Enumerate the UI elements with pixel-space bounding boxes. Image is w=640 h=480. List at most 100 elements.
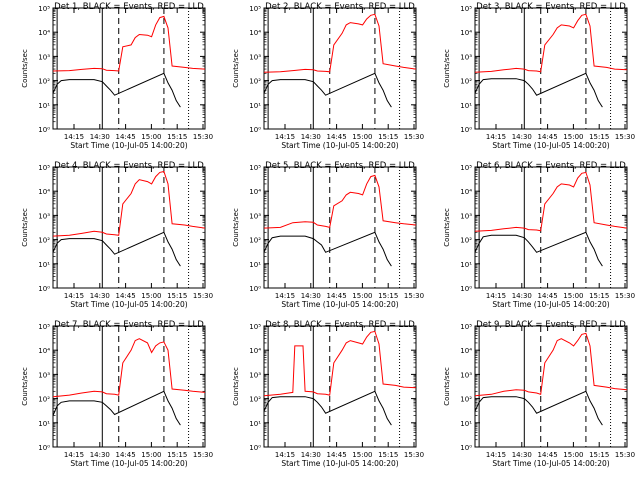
chart-title: Det 7, BLACK = Events, RED = LLD xyxy=(54,320,204,330)
chart-title: Det 1, BLACK = Events, RED = LLD xyxy=(54,2,204,12)
y-tick-label: 10² xyxy=(249,78,261,86)
y-tick-label: 10¹ xyxy=(249,420,261,428)
plot-frame xyxy=(474,7,628,130)
x-axis-label: Start Time (10-Jul-05 14:00:20) xyxy=(70,141,187,150)
x-tick-label: 15:30 xyxy=(404,292,424,300)
x-tick-label: 15:30 xyxy=(615,451,635,459)
lld-series-line xyxy=(474,332,628,397)
x-axis-label: Start Time (10-Jul-05 14:00:20) xyxy=(492,459,609,468)
y-tick-label: 10⁰ xyxy=(249,126,261,134)
y-tick-label: 10⁴ xyxy=(460,188,472,196)
lld-series-line xyxy=(474,171,628,232)
y-tick-label: 10¹ xyxy=(249,102,261,110)
y-tick-label: 10⁵ xyxy=(249,5,261,13)
x-tick-label: 15:00 xyxy=(563,292,583,300)
x-tick-label: 15:00 xyxy=(141,451,161,459)
x-tick-label: 14:45 xyxy=(116,292,136,300)
y-tick-label: 10³ xyxy=(38,212,50,220)
chart-panel-1: Det 1, BLACK = Events, RED = LLD 10⁰ 10¹ 10… xyxy=(21,2,213,150)
y-tick-label: 10³ xyxy=(38,53,50,61)
lld-series-line xyxy=(52,170,206,237)
chart-title: Det 2, BLACK = Events, RED = LLD xyxy=(265,2,415,12)
x-tick-label: 15:00 xyxy=(141,292,161,300)
x-axis-label: Start Time (10-Jul-05 14:00:20) xyxy=(281,459,398,468)
y-tick-label: 10² xyxy=(38,396,50,404)
y-tick-label: 10¹ xyxy=(38,420,50,428)
chart-panel-4: Det 4, BLACK = Events, RED = LLD 10⁰ 10¹ 10… xyxy=(21,161,213,309)
y-axis-label: Counts/sec xyxy=(21,49,29,88)
x-tick-label: 15:15 xyxy=(167,451,187,459)
y-axis-label: Counts/sec xyxy=(21,367,29,406)
y-tick-label: 10³ xyxy=(249,212,261,220)
x-tick-label: 14:15 xyxy=(275,133,295,141)
x-tick-label: 14:15 xyxy=(64,133,84,141)
y-axis-label: Counts/sec xyxy=(443,49,451,88)
events-series-line xyxy=(263,231,392,267)
events-series-line xyxy=(263,72,392,108)
events-series-line xyxy=(474,231,603,267)
x-tick-label: 14:30 xyxy=(90,451,110,459)
x-tick-label: 14:30 xyxy=(301,292,321,300)
y-tick-label: 10⁰ xyxy=(460,444,472,452)
x-tick-label: 14:15 xyxy=(64,292,84,300)
chart-panel-2: Det 2, BLACK = Events, RED = LLD 10⁰ 10¹ 10… xyxy=(232,2,424,150)
x-tick-label: 14:30 xyxy=(301,133,321,141)
lld-series-line xyxy=(474,13,628,73)
chart-title: Det 4, BLACK = Events, RED = LLD xyxy=(54,161,204,171)
lld-series-line xyxy=(263,174,417,229)
chart-title: Det 9, BLACK = Events, RED = LLD xyxy=(476,320,626,330)
y-tick-label: 10⁴ xyxy=(249,347,261,355)
x-axis-label: Start Time (10-Jul-05 14:00:20) xyxy=(492,141,609,150)
x-tick-label: 15:15 xyxy=(378,292,398,300)
lld-series-line xyxy=(263,330,417,397)
y-tick-label: 10⁵ xyxy=(460,323,472,331)
y-tick-label: 10⁴ xyxy=(38,188,50,196)
y-tick-label: 10⁴ xyxy=(460,29,472,37)
x-tick-label: 14:30 xyxy=(301,451,321,459)
y-tick-label: 10⁰ xyxy=(38,444,50,452)
x-tick-label: 15:30 xyxy=(404,451,424,459)
y-tick-label: 10² xyxy=(460,78,472,86)
plot-frame xyxy=(52,166,206,289)
y-tick-label: 10⁵ xyxy=(38,5,50,13)
chart-panel-9: Det 9, BLACK = Events, RED = LLD 10⁰ 10¹ 10… xyxy=(443,320,635,468)
x-tick-label: 14:45 xyxy=(116,451,136,459)
x-tick-label: 14:30 xyxy=(90,292,110,300)
events-series-line xyxy=(52,72,181,108)
plot-frame xyxy=(474,166,628,289)
x-tick-label: 14:45 xyxy=(116,133,136,141)
x-tick-label: 15:30 xyxy=(615,292,635,300)
events-series-line xyxy=(474,72,603,108)
x-tick-label: 15:30 xyxy=(193,133,213,141)
y-tick-label: 10¹ xyxy=(460,420,472,428)
x-tick-label: 15:00 xyxy=(352,292,372,300)
chart-title: Det 6, BLACK = Events, RED = LLD xyxy=(476,161,626,171)
chart-panel-5: Det 5, BLACK = Events, RED = LLD 10⁰ 10¹ 10… xyxy=(232,161,424,309)
y-tick-label: 10⁴ xyxy=(249,29,261,37)
x-tick-label: 15:30 xyxy=(193,292,213,300)
y-tick-label: 10⁰ xyxy=(38,285,50,293)
x-tick-label: 14:15 xyxy=(486,133,506,141)
plot-frame xyxy=(52,325,206,448)
y-tick-label: 10² xyxy=(460,237,472,245)
x-tick-label: 14:45 xyxy=(538,292,558,300)
plot-frame xyxy=(52,7,206,130)
events-series-line xyxy=(263,390,392,426)
x-tick-label: 14:15 xyxy=(275,451,295,459)
plot-frame xyxy=(474,325,628,448)
y-tick-label: 10³ xyxy=(249,371,261,379)
y-tick-label: 10⁵ xyxy=(38,164,50,172)
x-tick-label: 14:30 xyxy=(90,133,110,141)
y-tick-label: 10¹ xyxy=(460,102,472,110)
x-tick-label: 14:45 xyxy=(327,292,347,300)
x-axis-label: Start Time (10-Jul-05 14:00:20) xyxy=(281,300,398,309)
y-tick-label: 10² xyxy=(38,78,50,86)
y-tick-label: 10⁵ xyxy=(249,323,261,331)
plot-frame xyxy=(263,7,417,130)
y-tick-label: 10⁵ xyxy=(460,164,472,172)
x-tick-label: 15:15 xyxy=(167,292,187,300)
y-tick-label: 10⁵ xyxy=(460,5,472,13)
y-tick-label: 10¹ xyxy=(38,102,50,110)
y-tick-label: 10² xyxy=(38,237,50,245)
x-tick-label: 14:30 xyxy=(512,292,532,300)
